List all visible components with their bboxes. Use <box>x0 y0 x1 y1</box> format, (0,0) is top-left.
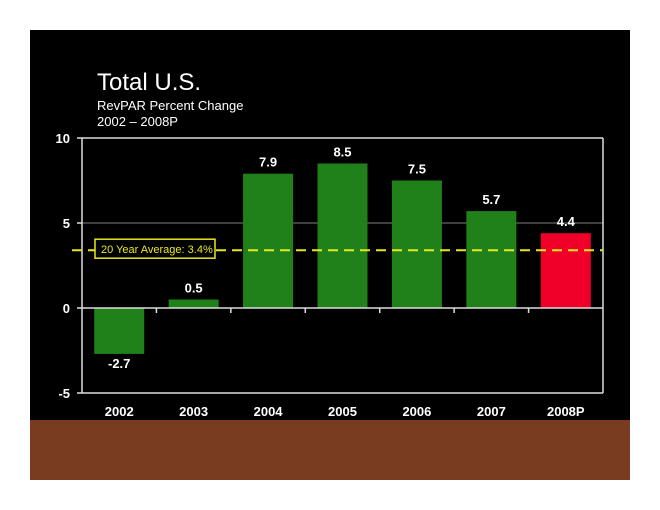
footer-band <box>30 420 630 480</box>
subtitle-line1: RevPAR Percent Change <box>97 98 244 113</box>
bar-2008P <box>540 233 591 308</box>
bar-2006 <box>391 180 442 308</box>
data-label: -2.7 <box>108 356 130 371</box>
data-label: 7.9 <box>259 155 277 170</box>
data-label: 7.5 <box>408 162 426 177</box>
x-tick-label: 2005 <box>328 404 357 419</box>
x-tick-label: 2004 <box>254 404 284 419</box>
y-tick-label: 10 <box>56 131 70 146</box>
x-tick-label: 2006 <box>402 404 431 419</box>
bar-2005 <box>317 163 368 308</box>
data-label: 8.5 <box>333 145 351 160</box>
average-label: 20 Year Average: 3.4% <box>101 244 213 256</box>
x-tick-label: 2002 <box>105 404 134 419</box>
x-tick-label: 2003 <box>179 404 208 419</box>
x-tick-label: 2007 <box>477 404 506 419</box>
x-tick-label: 2008P <box>547 404 585 419</box>
bar-2004 <box>243 173 294 308</box>
data-label: 0.5 <box>185 281 203 296</box>
bar-2002 <box>94 308 145 354</box>
chart-title: Total U.S. <box>97 69 202 96</box>
y-tick-label: 0 <box>63 301 70 316</box>
y-tick-label: 5 <box>63 216 70 231</box>
bar-2007 <box>466 211 517 308</box>
y-tick-label: -5 <box>58 386 70 401</box>
average-label-box <box>94 238 216 259</box>
subtitle-line2: 2002 – 2008P <box>97 114 178 129</box>
bar-2003 <box>168 299 219 308</box>
data-label: 5.7 <box>482 192 500 207</box>
data-label: 4.4 <box>557 214 576 229</box>
chart-subtitle: RevPAR Percent Change 2002 – 2008P <box>97 98 243 130</box>
